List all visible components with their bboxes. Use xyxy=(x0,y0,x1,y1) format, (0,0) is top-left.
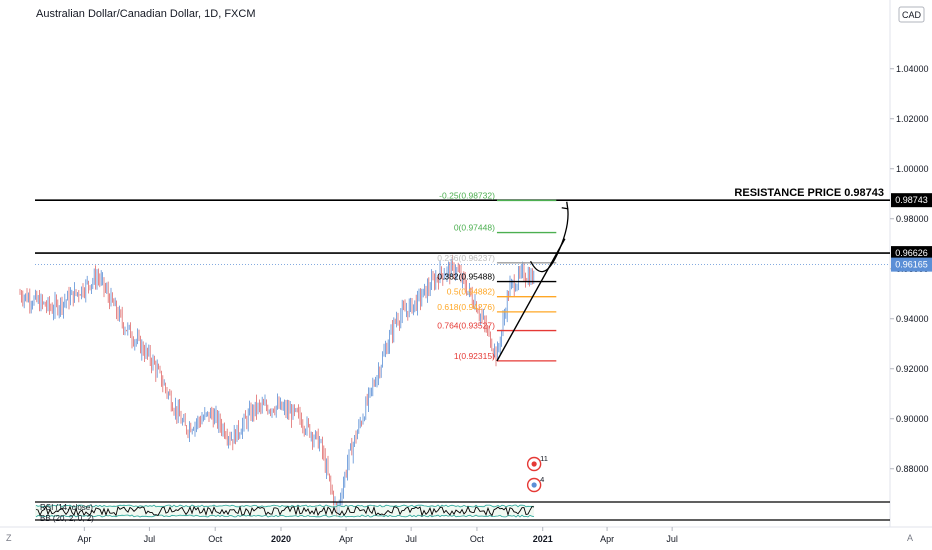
price-tag-label: 0.96626 xyxy=(895,248,928,258)
rsi-pane: RSI (14, close) BB (20, 2, 0, 2) xyxy=(35,501,890,523)
time-tick-label: Jul xyxy=(666,534,678,544)
currency-badge-box[interactable] xyxy=(898,6,925,23)
fib-level-label: 0.236(0.96237) xyxy=(437,253,495,263)
price-tags: 0.98743 0.96626 0.96165 xyxy=(891,193,932,272)
fib-level-label: 0.764(0.93527) xyxy=(437,321,495,331)
horizontal-levels: RESISTANCE PRICE 0.98743 xyxy=(35,187,890,266)
time-tick-label: Apr xyxy=(600,534,614,544)
price-tick-label: 0.88000 xyxy=(896,464,929,474)
price-tag-box xyxy=(891,257,932,272)
fib-level-label: 0.618(0.94276) xyxy=(437,302,495,312)
chart-title: Australian Dollar/Canadian Dollar, 1D, F… xyxy=(36,8,255,20)
time-tick-label: 2020 xyxy=(271,534,291,544)
candles xyxy=(19,254,535,517)
bb-lower-line xyxy=(35,514,535,518)
event-badge-dot xyxy=(531,482,537,488)
corner-left-label[interactable]: Z xyxy=(6,533,12,543)
fib-level-label: 1(0.92315) xyxy=(454,351,495,361)
time-tick-label: Apr xyxy=(339,534,353,544)
price-tag-label: 0.96165 xyxy=(895,260,928,270)
fib-level-label: 0.5(0.94882) xyxy=(447,287,495,297)
time-tick-label: Oct xyxy=(208,534,223,544)
time-tick-label: 2021 xyxy=(533,534,553,544)
price-tick-label: 0.98000 xyxy=(896,214,929,224)
currency-badge: CAD xyxy=(902,10,922,20)
time-axis: Apr Jul Oct 2020 Apr Jul Oct 2021 Apr Jul xyxy=(77,527,678,544)
fibonacci-retracement[interactable]: -0.25(0.98732) 0(0.97448) 0.236(0.96237) 0.… xyxy=(437,190,557,362)
time-tick-label: Oct xyxy=(470,534,485,544)
corner-right-label[interactable]: A xyxy=(907,533,913,543)
time-tick-label: Jul xyxy=(144,534,156,544)
projection-arrowhead xyxy=(561,201,569,210)
fib-level-label: 0.382(0.95488) xyxy=(437,272,495,282)
time-tick-label: Jul xyxy=(405,534,417,544)
rsi-band-fill xyxy=(35,505,535,517)
price-tick-label: 1.04000 xyxy=(896,64,929,74)
indicator-legend-label: RSI (14, close) xyxy=(40,503,93,512)
event-badge-count: 4 xyxy=(540,475,544,484)
price-tick-label: 1.00000 xyxy=(896,164,929,174)
resistance-label: RESISTANCE PRICE 0.98743 xyxy=(734,187,884,199)
event-badge-count: 11 xyxy=(540,454,548,463)
price-tick-label: 0.90000 xyxy=(896,414,929,424)
projection-curve xyxy=(529,208,569,273)
price-tag-label: 0.98743 xyxy=(895,195,928,205)
price-tick-label: 0.94000 xyxy=(896,314,929,324)
indicator-legend-label: BB (20, 2, 0, 2) xyxy=(40,514,94,523)
time-tick-label: Apr xyxy=(77,534,91,544)
event-badge-dot xyxy=(531,461,537,467)
price-tag-box xyxy=(891,246,932,261)
price-tag-box xyxy=(891,193,932,208)
bb-upper-line xyxy=(35,504,535,508)
price-tick-label: 1.02000 xyxy=(896,114,929,124)
fib-level-label: 0(0.97448) xyxy=(454,223,495,233)
drawings[interactable]: 11 4 xyxy=(496,201,569,493)
fib-level-label: -0.25(0.98732) xyxy=(439,190,495,200)
trendline xyxy=(496,238,566,362)
rsi-line xyxy=(35,504,535,517)
price-tick-label: 0.92000 xyxy=(896,364,929,374)
